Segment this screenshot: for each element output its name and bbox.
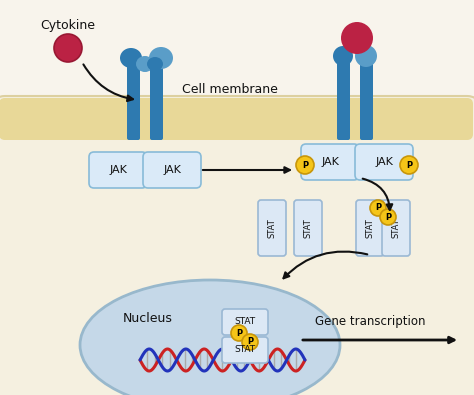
Text: Gene transcription: Gene transcription (315, 315, 425, 328)
Circle shape (380, 209, 396, 225)
Circle shape (231, 325, 247, 341)
FancyBboxPatch shape (143, 152, 201, 188)
FancyBboxPatch shape (222, 337, 268, 363)
Circle shape (54, 34, 82, 62)
FancyBboxPatch shape (0, 98, 473, 140)
FancyBboxPatch shape (355, 144, 413, 180)
Text: Cell membrane: Cell membrane (182, 83, 278, 96)
Text: STAT: STAT (267, 218, 276, 238)
Circle shape (370, 200, 386, 216)
FancyBboxPatch shape (150, 56, 163, 140)
Text: JAK: JAK (109, 165, 127, 175)
FancyBboxPatch shape (127, 56, 140, 140)
FancyBboxPatch shape (360, 56, 373, 140)
FancyBboxPatch shape (89, 152, 147, 188)
Text: Cytokine: Cytokine (40, 19, 95, 32)
FancyBboxPatch shape (301, 144, 359, 180)
FancyBboxPatch shape (337, 56, 350, 140)
Text: JAK: JAK (163, 165, 181, 175)
FancyBboxPatch shape (356, 200, 384, 256)
FancyBboxPatch shape (0, 96, 474, 395)
FancyBboxPatch shape (382, 200, 410, 256)
Circle shape (296, 156, 314, 174)
Ellipse shape (149, 47, 173, 69)
Text: P: P (385, 213, 391, 222)
Text: STAT: STAT (235, 346, 255, 354)
Text: Nucleus: Nucleus (123, 312, 173, 325)
Circle shape (400, 156, 418, 174)
Text: P: P (406, 160, 412, 169)
Circle shape (341, 22, 373, 54)
Ellipse shape (333, 46, 353, 66)
Text: P: P (236, 329, 242, 337)
Text: P: P (247, 337, 253, 346)
Text: STAT: STAT (365, 218, 374, 238)
Text: P: P (375, 203, 381, 213)
Ellipse shape (355, 45, 377, 67)
FancyBboxPatch shape (294, 200, 322, 256)
FancyBboxPatch shape (258, 200, 286, 256)
Ellipse shape (147, 57, 163, 71)
Text: STAT: STAT (303, 218, 312, 238)
Text: JAK: JAK (321, 157, 339, 167)
Ellipse shape (80, 280, 340, 395)
Text: STAT: STAT (235, 318, 255, 327)
Text: JAK: JAK (375, 157, 393, 167)
Ellipse shape (120, 48, 142, 68)
FancyBboxPatch shape (222, 309, 268, 335)
Text: P: P (302, 160, 308, 169)
Circle shape (242, 334, 258, 350)
Ellipse shape (136, 56, 154, 72)
Text: STAT: STAT (392, 218, 401, 238)
